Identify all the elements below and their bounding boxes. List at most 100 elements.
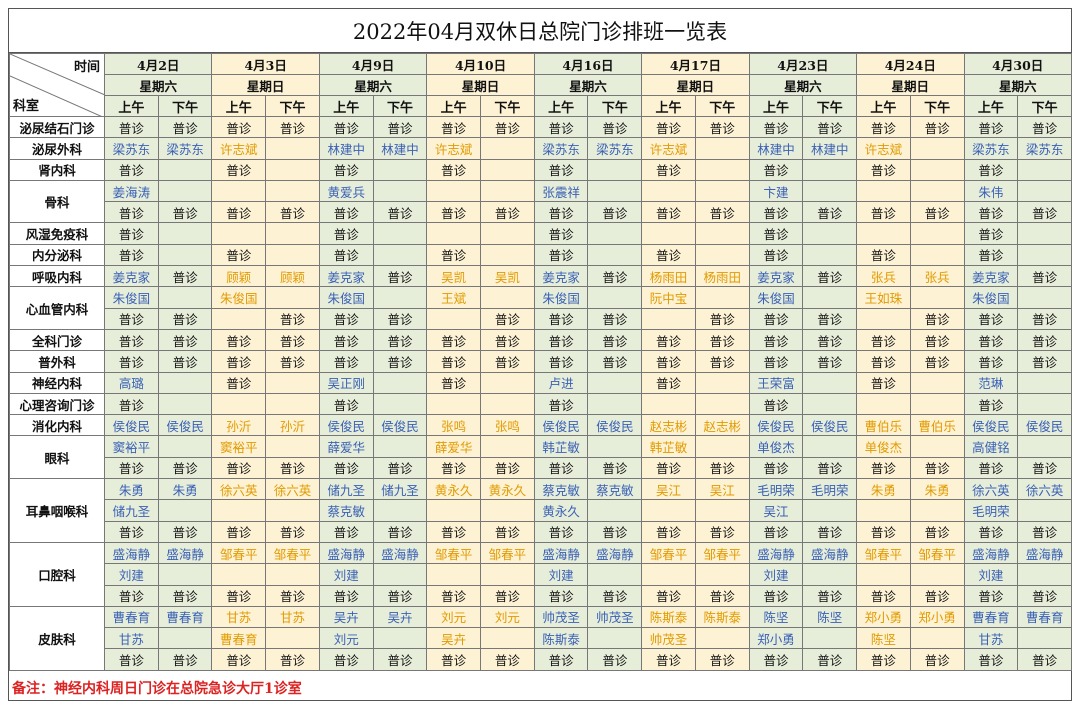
- am-header: 上午: [856, 95, 911, 117]
- schedule-cell: 普诊: [211, 328, 267, 352]
- schedule-cell: [694, 392, 750, 416]
- schedule-cell: 邹春平: [480, 541, 535, 565]
- schedule-cell: 普诊: [372, 265, 428, 288]
- table-row: 甘苏 曹春育 刘元 吴卉 陈斯泰 帅茂圣 郑小勇 陈坚 甘苏: [10, 627, 1072, 650]
- schedule-cell: 普诊: [426, 520, 482, 543]
- schedule-cell: 普诊: [104, 328, 159, 352]
- schedule-cell: [265, 137, 320, 160]
- schedule-cell: [694, 158, 750, 181]
- schedule-cell: 黄永久: [480, 478, 535, 501]
- table-row: 皮肤科 曹春育 曹春育 甘苏 甘苏 吴卉 吴卉 刘元 刘元 帅茂圣 帅茂圣 陈斯泰 陈斯泰 陈坚 陈坚 郑小勇…: [9, 605, 1072, 671]
- department-name: 消化内科: [9, 414, 105, 437]
- schedule-cell: 普诊: [1017, 201, 1072, 224]
- schedule-cell: [265, 435, 320, 458]
- schedule-cell: 普诊: [587, 648, 643, 671]
- schedule-cell: 侯俊民: [104, 414, 159, 437]
- department-name: 泌尿外科: [9, 137, 105, 160]
- schedule-cell: [426, 179, 482, 203]
- schedule-cell: 普诊: [694, 115, 750, 139]
- department-name: 心理咨询门诊: [9, 392, 105, 416]
- schedule-cell: 邹春平: [426, 541, 482, 565]
- schedule-cell: [480, 286, 535, 309]
- schedule-cell: 普诊: [802, 350, 858, 373]
- schedule-cell: 刘元: [480, 605, 535, 629]
- schedule-cell: 普诊: [909, 328, 965, 352]
- schedule-cell: 普诊: [909, 115, 965, 139]
- schedule-cell: 普诊: [104, 158, 159, 181]
- schedule-cell: [480, 435, 535, 458]
- schedule-cell: 普诊: [104, 584, 159, 607]
- schedule-cell: 普诊: [480, 584, 535, 607]
- schedule-cell: [802, 243, 858, 267]
- am-header: 上午: [211, 95, 267, 117]
- schedule-cell: 普诊: [641, 520, 696, 543]
- schedule-cell: 普诊: [694, 201, 750, 224]
- schedule-cell: [856, 499, 911, 522]
- schedule-cell: 普诊: [641, 456, 696, 480]
- schedule-cell: [909, 627, 965, 650]
- schedule-cell: 普诊: [641, 115, 696, 139]
- pm-header: 下午: [265, 95, 320, 117]
- schedule-cell: 普诊: [480, 520, 535, 543]
- schedule-cell: 帅茂圣: [587, 605, 643, 629]
- schedule-cell: [265, 563, 320, 586]
- schedule-cell: 阮中宝: [641, 286, 696, 309]
- schedule-cell: 张兵: [909, 265, 965, 288]
- schedule-cell: 林建中: [318, 137, 374, 160]
- schedule-cell: 陈斯泰: [641, 605, 696, 629]
- department-name: 风湿免疫科: [9, 222, 105, 245]
- schedule-cell: [426, 499, 482, 522]
- schedule-cell: 普诊: [748, 350, 804, 373]
- pm-header: 下午: [157, 95, 213, 117]
- schedule-cell: 普诊: [748, 648, 804, 671]
- schedule-cell: 普诊: [587, 520, 643, 543]
- schedule-cell: 普诊: [372, 648, 428, 671]
- schedule-cell: [265, 179, 320, 203]
- schedule-cell: [1017, 243, 1072, 267]
- schedule-cell: 普诊: [641, 648, 696, 671]
- date-header: 4月23日: [748, 53, 858, 75]
- schedule-cell: [909, 222, 965, 245]
- am-header: 上午: [533, 95, 589, 117]
- date-header: 4月24日: [856, 53, 965, 75]
- schedule-cell: 普诊: [157, 648, 213, 671]
- schedule-cell: [211, 563, 267, 586]
- schedule-cell: [426, 563, 482, 586]
- schedule-cell: 曹春育: [157, 605, 213, 629]
- schedule-cell: 吴卉: [426, 627, 482, 650]
- schedule-cell: 陈坚: [748, 605, 804, 629]
- schedule-cell: 许志斌: [641, 137, 696, 160]
- pm-header: 下午: [372, 95, 428, 117]
- schedule-cell: 黄永久: [533, 499, 589, 522]
- schedule-cell: 普诊: [372, 328, 428, 352]
- department-name: 骨科: [9, 179, 105, 224]
- schedule-sheet: 2022年04月双休日总院门诊排班一览表 时间 科室 4月2日 4月3日 4月9日 4月1…: [8, 8, 1072, 701]
- schedule-cell: 邹春平: [909, 541, 965, 565]
- schedule-cell: 普诊: [641, 328, 696, 352]
- schedule-cell: 普诊: [157, 584, 213, 607]
- schedule-cell: 普诊: [856, 243, 911, 267]
- schedule-cell: 刘建: [748, 563, 804, 586]
- schedule-cell: 徐六英: [1017, 478, 1072, 501]
- schedule-cell: 郑小勇: [856, 605, 911, 629]
- schedule-cell: 普诊: [318, 584, 374, 607]
- weekday-header: 星期六: [963, 74, 1072, 96]
- schedule-cell: 普诊: [856, 456, 911, 480]
- date-header: 4月10日: [426, 53, 535, 75]
- schedule-cell: [856, 222, 911, 245]
- schedule-cell: 普诊: [1017, 328, 1072, 352]
- schedule-cell: 普诊: [318, 328, 374, 352]
- schedule-cell: 邹春平: [694, 541, 750, 565]
- schedule-cell: 普诊: [480, 328, 535, 352]
- schedule-cell: 普诊: [157, 328, 213, 352]
- schedule-cell: 杨雨田: [694, 265, 750, 288]
- schedule-cell: 刘元: [426, 605, 482, 629]
- schedule-cell: 朱俊国: [318, 286, 374, 309]
- pm-header: 下午: [909, 95, 965, 117]
- schedule-cell: [587, 563, 643, 586]
- schedule-cell: 普诊: [265, 328, 320, 352]
- schedule-cell: [856, 179, 911, 203]
- schedule-cell: 普诊: [426, 456, 482, 480]
- schedule-cell: [909, 137, 965, 160]
- schedule-cell: [480, 137, 535, 160]
